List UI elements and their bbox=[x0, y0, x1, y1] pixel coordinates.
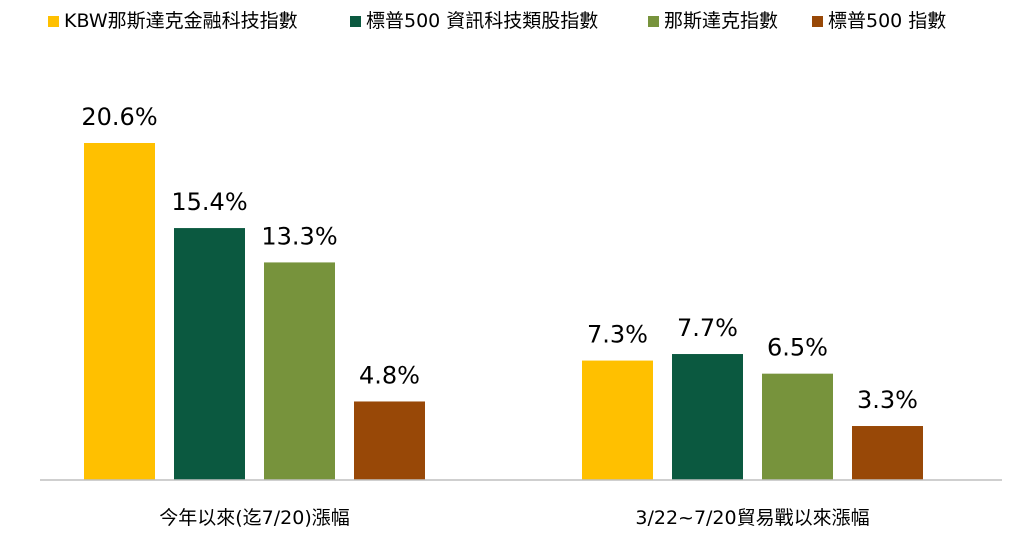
data-label-s0-c0: 20.6% bbox=[81, 103, 157, 131]
bar-s3-c0 bbox=[354, 401, 425, 480]
bar-s2-c1 bbox=[762, 373, 833, 480]
legend-swatch-3 bbox=[812, 16, 823, 27]
legend-swatch-2 bbox=[648, 16, 659, 27]
bars-group bbox=[84, 143, 923, 480]
data-label-s3-c0: 4.8% bbox=[359, 361, 420, 389]
legend-swatch-1 bbox=[350, 16, 361, 27]
data-label-s3-c1: 3.3% bbox=[857, 386, 918, 414]
bar-s0-c1 bbox=[582, 360, 653, 480]
bar-s0-c0 bbox=[84, 143, 155, 480]
bar-s3-c1 bbox=[852, 426, 923, 480]
category-label-1: 3/22~7/20貿易戰以來漲幅 bbox=[635, 507, 869, 529]
data-label-s1-c0: 15.4% bbox=[171, 188, 247, 216]
legend-label-2: 那斯達克指數 bbox=[664, 10, 778, 32]
legend-label-3: 標普500 指數 bbox=[828, 10, 946, 32]
data-label-s0-c1: 7.3% bbox=[587, 321, 648, 349]
data-label-s2-c1: 6.5% bbox=[767, 334, 828, 362]
legend: KBW那斯達克金融科技指數 標普500 資訊科技類股指數 那斯達克指數 標普500 指… bbox=[48, 10, 946, 32]
data-label-s1-c1: 7.7% bbox=[677, 314, 738, 342]
category-label-0: 今年以來(迄7/20)漲幅 bbox=[159, 507, 350, 529]
bar-s1-c1 bbox=[672, 354, 743, 480]
category-labels-group: 今年以來(迄7/20)漲幅 3/22~7/20貿易戰以來漲幅 bbox=[159, 507, 869, 529]
bar-s1-c0 bbox=[174, 228, 245, 480]
legend-label-1: 標普500 資訊科技類股指數 bbox=[366, 10, 598, 32]
value-labels-group: 20.6% 15.4% 13.3% 4.8% 7.3% 7.7% 6.5% 3.3% bbox=[81, 103, 918, 414]
legend-swatch-0 bbox=[48, 16, 59, 27]
legend-label-0: KBW那斯達克金融科技指數 bbox=[64, 10, 298, 32]
data-label-s2-c0: 13.3% bbox=[261, 222, 337, 250]
bar-s2-c0 bbox=[264, 262, 335, 480]
